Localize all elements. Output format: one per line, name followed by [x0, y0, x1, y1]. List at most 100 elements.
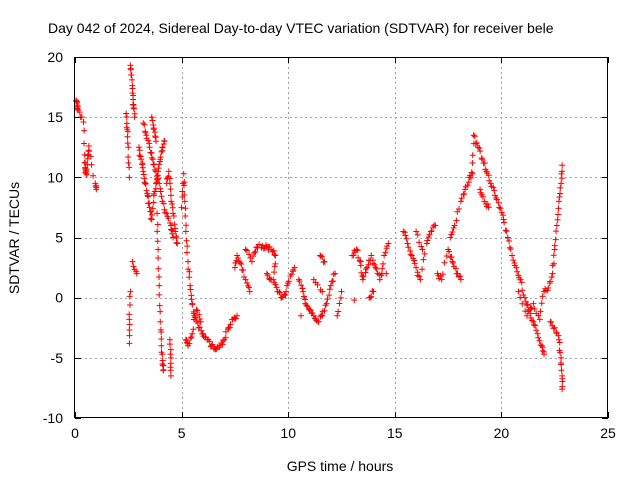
data-points: [73, 62, 566, 393]
data-point: [189, 330, 196, 337]
data-point: [376, 276, 383, 283]
data-point: [547, 278, 554, 285]
data-point: [530, 300, 537, 307]
data-point: [81, 140, 88, 147]
data-point: [253, 244, 260, 251]
data-point: [551, 242, 558, 249]
data-point: [485, 204, 492, 211]
data-point: [135, 144, 142, 151]
grid: [75, 57, 608, 418]
data-point: [558, 354, 565, 361]
data-point: [186, 340, 193, 347]
data-point: [246, 284, 253, 291]
data-point: [276, 289, 283, 296]
data-point: [532, 322, 539, 329]
data-point: [168, 198, 175, 205]
data-point: [450, 224, 457, 231]
data-point: [131, 114, 138, 121]
data-point: [151, 188, 158, 195]
data-point: [222, 334, 229, 341]
data-point: [160, 200, 167, 207]
axis-ticks: [75, 57, 609, 419]
data-point: [432, 222, 439, 229]
data-point: [477, 186, 484, 193]
data-point: [126, 293, 133, 300]
data-point: [426, 231, 433, 238]
data-point: [353, 246, 360, 253]
x-tick-label: 15: [387, 425, 403, 441]
data-point: [371, 261, 378, 268]
data-point: [197, 318, 204, 325]
data-point: [531, 321, 538, 328]
data-point: [273, 284, 280, 291]
data-point: [549, 270, 556, 277]
data-point: [559, 378, 566, 385]
y-tick-label: 20: [47, 49, 63, 65]
data-point: [411, 257, 418, 264]
data-point: [476, 145, 483, 152]
data-point: [147, 215, 154, 222]
data-point: [153, 138, 160, 145]
data-point: [186, 268, 193, 275]
data-point: [559, 162, 566, 169]
data-point: [170, 234, 177, 241]
data-point: [170, 210, 177, 217]
data-point: [194, 320, 201, 327]
data-point: [336, 300, 343, 307]
data-point: [156, 161, 163, 168]
data-point: [167, 354, 174, 361]
data-point: [126, 321, 133, 328]
data-point: [510, 257, 517, 264]
data-point: [487, 180, 494, 187]
data-point: [362, 269, 369, 276]
data-point: [278, 294, 285, 301]
data-point: [157, 188, 164, 195]
data-point: [497, 205, 504, 212]
data-point: [330, 278, 336, 285]
data-point: [182, 205, 189, 212]
data-point: [81, 127, 88, 134]
data-point: [269, 248, 276, 255]
chart-title: Day 042 of 2024, Sidereal Day-to-day VTE…: [48, 20, 554, 36]
data-point: [479, 193, 486, 200]
data-point: [315, 318, 322, 325]
data-point: [140, 168, 147, 175]
data-point: [304, 303, 311, 310]
data-point: [362, 266, 369, 273]
data-point: [76, 109, 83, 116]
data-point: [538, 342, 545, 349]
data-point: [338, 288, 345, 295]
data-point: [519, 300, 526, 307]
data-point: [158, 148, 165, 155]
data-point: [423, 240, 430, 247]
data-point: [219, 341, 226, 348]
data-point: [90, 172, 97, 179]
data-point: [380, 260, 387, 267]
data-point: [478, 155, 485, 162]
data-point: [493, 196, 500, 203]
data-point: [83, 171, 90, 178]
data-point: [271, 251, 278, 258]
data-point: [187, 335, 194, 342]
data-point: [536, 337, 543, 344]
data-point: [486, 177, 493, 184]
data-point: [457, 273, 464, 280]
data-point: [125, 144, 132, 151]
data-point: [356, 257, 363, 264]
x-tick-labels: 0 5 10 15 20 25: [71, 425, 616, 441]
data-point: [139, 161, 146, 168]
data-point: [554, 211, 561, 218]
data-point: [179, 188, 186, 195]
data-point: [130, 105, 137, 112]
data-point: [360, 273, 367, 280]
data-point: [124, 128, 131, 135]
data-point: [272, 281, 279, 288]
data-point: [161, 206, 168, 213]
data-point: [182, 228, 189, 235]
data-point: [469, 170, 476, 177]
data-point: [452, 265, 459, 272]
data-point: [165, 215, 172, 222]
data-point: [504, 234, 511, 241]
data-point: [556, 339, 563, 346]
y-tick-label: -10: [43, 410, 63, 426]
